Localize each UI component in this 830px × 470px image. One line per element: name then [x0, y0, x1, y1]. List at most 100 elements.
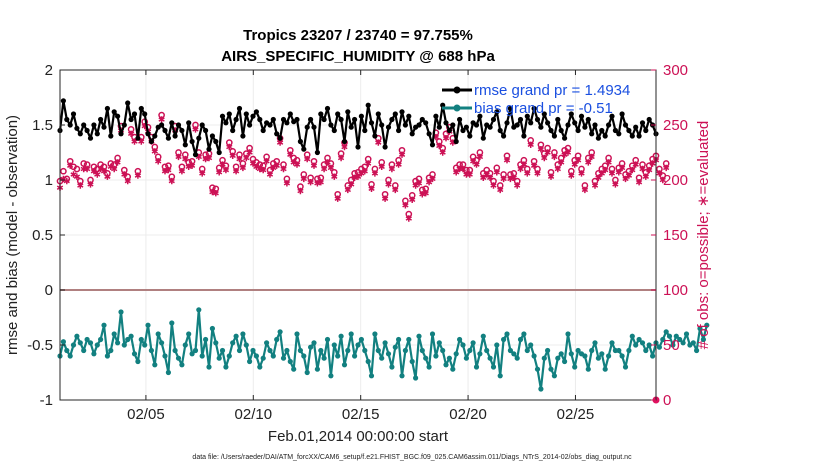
- obs-evaluated-marker: [605, 159, 612, 166]
- rmse-point: [311, 124, 317, 130]
- bias-point: [199, 353, 205, 359]
- rmse-point: [98, 116, 104, 123]
- chart-subtitle: AIRS_SPECIFIC_HUMIDITY @ 688 hPa: [221, 48, 495, 65]
- obs-evaluated-marker: [646, 166, 653, 174]
- bias-point: [382, 340, 388, 346]
- rmse-point: [118, 131, 124, 137]
- obs-evaluated-marker: [161, 168, 169, 175]
- rmse-point: [104, 105, 110, 112]
- rmse-point: [165, 135, 171, 141]
- rmse-point: [392, 111, 398, 117]
- rmse-point: [253, 109, 259, 115]
- obs-evaluated-marker: [453, 169, 460, 176]
- rmse-point: [321, 116, 327, 123]
- rmse-point: [345, 109, 351, 115]
- bias-point: [247, 358, 253, 365]
- bias-point: [507, 347, 513, 354]
- rmse-point: [562, 135, 568, 141]
- obs-evaluated-marker: [138, 138, 145, 145]
- obs-evaluated-marker: [297, 187, 304, 195]
- bias-point: [135, 358, 141, 365]
- rmse-point: [355, 144, 361, 150]
- bias-point: [257, 364, 263, 370]
- obs-evaluated-marker: [402, 202, 409, 209]
- bias-point: [639, 340, 646, 346]
- rmse-point: [203, 127, 209, 134]
- obs-evaluated-marker: [188, 162, 196, 169]
- bias-point: [575, 347, 581, 354]
- bias-point: [294, 331, 300, 337]
- bias-point: [521, 331, 527, 337]
- rmse-point: [538, 124, 544, 130]
- rmse-point: [81, 122, 87, 128]
- rmse-point: [304, 124, 310, 130]
- rmse-point: [335, 111, 341, 117]
- bias-point: [331, 342, 337, 348]
- rmse-point: [162, 127, 168, 134]
- obs-evaluated-marker: [466, 171, 473, 178]
- obs-evaluated-marker: [551, 153, 558, 161]
- bias-point: [284, 347, 290, 354]
- y-tick-label: -1: [40, 392, 53, 409]
- rmse-point: [599, 127, 605, 134]
- obs-evaluated-marker: [334, 195, 341, 202]
- rmse-point: [175, 122, 182, 128]
- obs-evaluated-marker: [67, 162, 74, 169]
- x-tick-label: 02/25: [557, 406, 595, 423]
- bias-point: [626, 347, 632, 354]
- obs-evaluated-marker: [405, 215, 412, 222]
- obs-evaluated-marker: [635, 179, 643, 186]
- obs-evaluated-marker: [385, 181, 392, 188]
- bias-point: [443, 362, 449, 368]
- legend-bias-marker: [453, 104, 461, 112]
- obs-evaluated-marker: [368, 185, 375, 192]
- bias-point: [304, 369, 310, 376]
- bias-point: [555, 355, 561, 361]
- bias-point: [74, 333, 80, 339]
- rmse-point: [572, 120, 578, 126]
- bias-point: [175, 355, 182, 361]
- y2-tick-label: 100: [663, 282, 688, 299]
- obs-evaluated-marker: [649, 160, 656, 167]
- obs-evaluated-marker: [307, 179, 314, 186]
- obs-evaluated-marker: [527, 141, 534, 148]
- bias-point: [670, 342, 676, 348]
- rmse-point: [501, 133, 507, 139]
- bias-point: [490, 364, 497, 370]
- rmse-point: [639, 120, 646, 126]
- y2-tick-label: 150: [663, 227, 688, 244]
- obs-evaluated-marker: [337, 154, 345, 162]
- bias-point: [494, 342, 500, 348]
- rmse-point: [74, 125, 80, 131]
- rmse-point: [341, 138, 348, 145]
- rmse-point: [169, 120, 175, 126]
- obs-evaluated-marker: [283, 180, 291, 187]
- bias-point: [568, 351, 574, 357]
- rmse-point: [308, 116, 314, 123]
- bias-point: [155, 331, 161, 337]
- obs-evaluated-marker: [100, 168, 108, 175]
- rmse-point: [297, 138, 303, 145]
- obs-evaluated-marker: [178, 168, 186, 175]
- obs-evaluated-marker: [260, 166, 267, 174]
- rmse-point: [545, 120, 551, 126]
- bias-point: [260, 355, 266, 361]
- y-tick-label: 0: [45, 282, 53, 299]
- rmse-point: [368, 120, 375, 126]
- rmse-point: [338, 116, 344, 123]
- x-tick-label: 02/10: [235, 406, 273, 423]
- bias-point: [311, 340, 317, 346]
- bias-point: [274, 336, 280, 343]
- bias-point: [64, 347, 70, 354]
- rmse-point: [453, 138, 459, 145]
- obs-evaluated-marker: [310, 162, 318, 169]
- bias-point: [558, 351, 564, 357]
- rmse-point: [578, 113, 585, 119]
- bias-point: [385, 351, 392, 357]
- rmse-point: [626, 127, 632, 134]
- obs-possible-marker: [73, 165, 81, 173]
- rmse-point: [172, 133, 178, 139]
- bias-point: [460, 342, 466, 348]
- rmse-point: [101, 124, 107, 130]
- bias-point: [291, 366, 297, 372]
